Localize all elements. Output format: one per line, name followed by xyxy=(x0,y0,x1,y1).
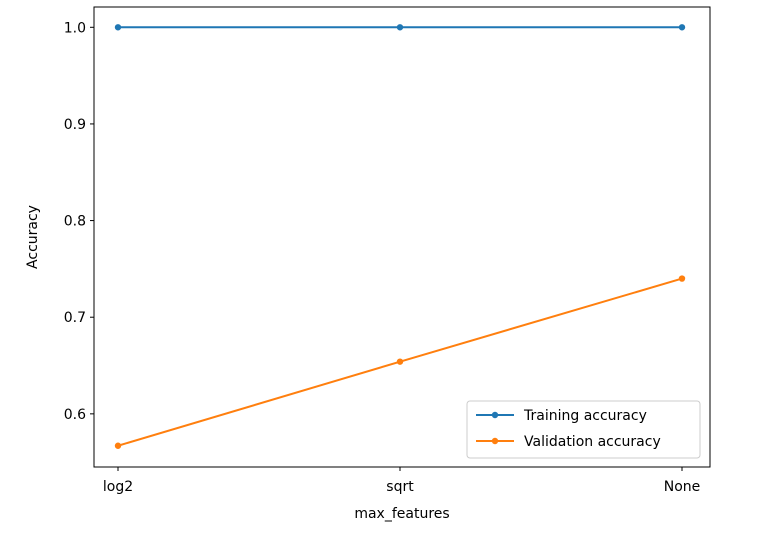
x-tick-label: sqrt xyxy=(386,479,414,495)
y-tick-label: 0.7 xyxy=(64,310,86,326)
legend-items: Training accuracy Validation accuracy xyxy=(476,408,661,450)
legend-entry: Training accuracy xyxy=(476,408,647,424)
legend-marker xyxy=(491,437,499,445)
x-tick-label: log2 xyxy=(103,479,133,495)
legend: Training accuracy Validation accuracy xyxy=(466,400,701,459)
series-validation xyxy=(114,275,686,449)
data-point xyxy=(678,24,686,31)
legend-marker xyxy=(491,411,499,419)
y-axis-ticks: 0.6 0.7 0.8 0.9 1.0 xyxy=(64,20,94,423)
legend-box xyxy=(466,400,701,459)
y-tick-label: 0.9 xyxy=(64,117,86,133)
legend-label: Validation accuracy xyxy=(524,434,661,450)
data-point xyxy=(114,442,122,449)
legend-label: Training accuracy xyxy=(523,408,647,424)
x-axis-ticks: log2 sqrt None xyxy=(103,467,700,495)
axes-frame xyxy=(93,6,711,468)
legend-entry: Validation accuracy xyxy=(476,434,661,450)
data-point xyxy=(114,24,122,31)
y-tick-label: 0.8 xyxy=(64,214,86,230)
y-tick-label: 1.0 xyxy=(64,20,86,36)
series-layer xyxy=(114,24,686,449)
data-point xyxy=(678,275,686,282)
data-point xyxy=(396,358,404,365)
data-point xyxy=(396,24,404,31)
y-axis-label: Accuracy xyxy=(25,205,41,269)
x-axis-label: max_features xyxy=(354,506,449,522)
x-tick-label: None xyxy=(664,479,701,495)
series-training xyxy=(114,24,686,31)
y-tick-label: 0.6 xyxy=(64,407,86,423)
